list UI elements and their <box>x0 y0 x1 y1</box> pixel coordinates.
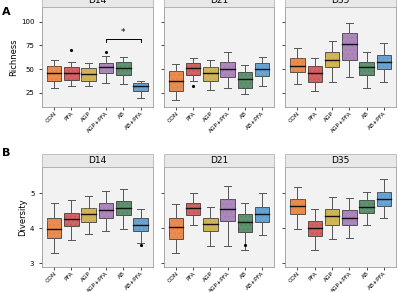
Bar <box>116 201 130 215</box>
Bar <box>47 66 61 81</box>
Bar <box>342 210 356 225</box>
Bar <box>47 218 61 238</box>
Text: D35: D35 <box>332 156 350 165</box>
Bar <box>359 200 374 213</box>
Bar <box>82 68 96 81</box>
Bar <box>377 192 391 206</box>
Text: D21: D21 <box>210 156 228 165</box>
Bar <box>220 62 235 77</box>
Bar <box>186 203 200 215</box>
Bar <box>203 218 218 231</box>
Bar <box>255 206 270 222</box>
Bar <box>99 62 113 73</box>
Bar <box>168 71 183 91</box>
Bar <box>64 67 79 80</box>
Bar <box>285 154 396 167</box>
Text: *: * <box>121 28 126 37</box>
Bar <box>168 218 183 239</box>
Bar <box>255 206 270 222</box>
Bar <box>238 213 252 232</box>
Bar <box>116 62 130 75</box>
Bar <box>308 66 322 81</box>
Bar <box>164 154 274 167</box>
Text: D35: D35 <box>332 0 350 5</box>
Bar <box>238 72 252 88</box>
Bar <box>238 213 252 232</box>
Bar <box>325 209 339 225</box>
Bar <box>255 62 270 76</box>
Bar <box>47 66 61 81</box>
Bar <box>308 220 322 236</box>
Bar <box>359 200 374 213</box>
Bar <box>164 0 274 7</box>
Bar <box>82 208 96 222</box>
Bar <box>203 67 218 81</box>
Text: B: B <box>2 148 10 158</box>
Bar <box>220 199 235 220</box>
Bar <box>220 199 235 220</box>
Bar <box>116 62 130 75</box>
Y-axis label: Diversity: Diversity <box>18 198 27 236</box>
Bar <box>64 213 79 226</box>
Bar <box>342 210 356 225</box>
Bar <box>133 83 148 91</box>
Bar <box>186 63 200 75</box>
Bar <box>133 218 148 231</box>
Bar <box>377 55 391 69</box>
Bar <box>82 68 96 81</box>
Bar <box>42 0 153 7</box>
Bar <box>186 203 200 215</box>
Bar <box>133 218 148 231</box>
Bar <box>64 213 79 226</box>
Bar <box>290 199 305 214</box>
Bar <box>342 33 356 60</box>
Bar <box>255 62 270 76</box>
Bar <box>342 33 356 60</box>
Bar <box>377 55 391 69</box>
Bar <box>359 62 374 75</box>
Bar <box>290 58 305 72</box>
Bar <box>186 63 200 75</box>
Bar <box>290 199 305 214</box>
Text: D21: D21 <box>210 0 228 5</box>
Bar <box>82 208 96 222</box>
Bar <box>325 52 339 67</box>
Bar <box>359 62 374 75</box>
Bar <box>168 71 183 91</box>
Bar <box>133 83 148 91</box>
Bar <box>99 203 113 218</box>
Text: D14: D14 <box>88 156 106 165</box>
Bar <box>99 62 113 73</box>
Bar <box>47 218 61 238</box>
Bar <box>308 66 322 81</box>
Bar <box>285 0 396 7</box>
Bar <box>99 203 113 218</box>
Bar <box>203 218 218 231</box>
Bar <box>325 52 339 67</box>
Bar <box>42 154 153 167</box>
Bar <box>325 209 339 225</box>
Text: D14: D14 <box>88 0 106 5</box>
Bar <box>377 192 391 206</box>
Bar <box>308 220 322 236</box>
Bar <box>64 67 79 80</box>
Text: A: A <box>2 7 11 17</box>
Bar <box>168 218 183 239</box>
Bar <box>116 201 130 215</box>
Y-axis label: Richness: Richness <box>9 39 18 76</box>
Bar <box>238 72 252 88</box>
Bar <box>290 58 305 72</box>
Bar <box>220 62 235 77</box>
Bar <box>203 67 218 81</box>
